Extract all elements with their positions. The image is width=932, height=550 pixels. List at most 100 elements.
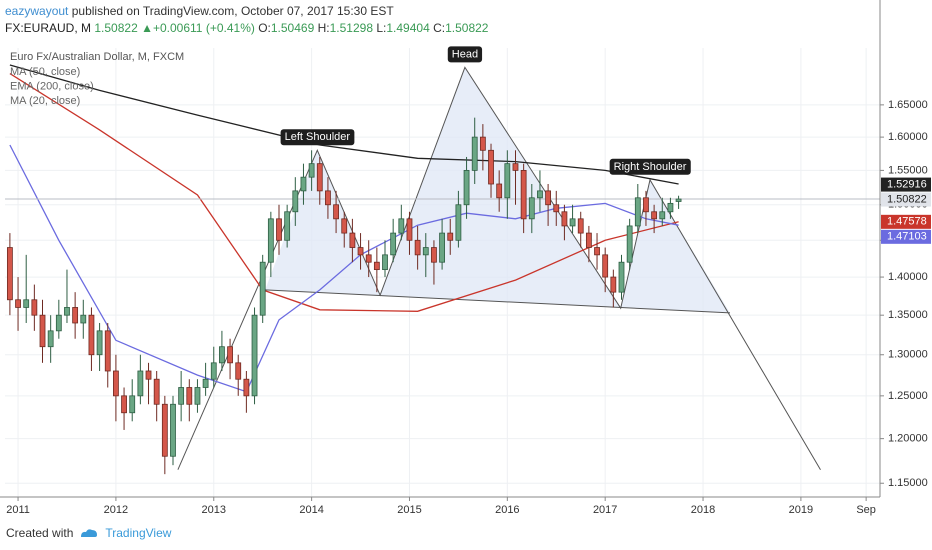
x-tick-label: 2016 — [495, 504, 519, 516]
candle-body — [406, 218, 413, 241]
brand[interactable]: TradingView — [105, 526, 172, 540]
candle-body — [528, 197, 535, 220]
pattern-line — [177, 66, 821, 470]
candle-body — [373, 261, 380, 271]
candle-body — [15, 299, 21, 308]
close-label: C: — [433, 21, 446, 35]
x-tick-label: 2012 — [104, 504, 128, 516]
y-tick-label: 1.35000 — [888, 309, 928, 321]
candle-body — [504, 163, 511, 199]
candle-body — [357, 247, 364, 256]
x-tick-label: 2015 — [397, 504, 421, 516]
y-tick-label: 1.30000 — [888, 349, 928, 361]
legend-entry: MA (50, close) — [10, 66, 80, 78]
logo[interactable] — [79, 527, 99, 539]
candle-body — [651, 211, 658, 220]
candle-body — [210, 362, 217, 380]
price-tag — [881, 192, 931, 207]
price-tag-label: 1.50822 — [887, 193, 927, 205]
candle-body — [64, 307, 70, 316]
candle-body — [447, 232, 454, 241]
candle-body — [602, 254, 609, 278]
candle-body — [235, 362, 242, 380]
author[interactable]: eazywayout — [5, 4, 69, 18]
candle-body — [267, 218, 274, 263]
candle-body — [626, 225, 633, 263]
candle-body — [349, 232, 356, 248]
candle-body — [31, 299, 38, 316]
candle-body — [145, 370, 152, 380]
candle-body — [243, 378, 250, 397]
candle-body — [276, 218, 282, 241]
candle-body — [194, 387, 201, 405]
candle-body — [585, 232, 592, 248]
y-tick-label: 1.25000 — [888, 390, 928, 402]
candle-body — [259, 261, 266, 316]
candle-body — [227, 346, 233, 364]
candle-body — [382, 254, 388, 271]
candle-body — [284, 211, 291, 241]
price-tag — [881, 214, 931, 229]
x-tick-label: 2018 — [691, 504, 715, 516]
candle-body — [186, 387, 193, 405]
candle-body — [161, 403, 168, 457]
candle-body — [537, 190, 543, 199]
candle-body — [439, 232, 445, 263]
low: 1.49404 — [386, 21, 430, 35]
candle-body — [23, 299, 30, 308]
legend-entry: EMA (200, close) — [10, 80, 94, 92]
last: 1.50822 — [94, 21, 138, 35]
candle-body — [341, 218, 348, 234]
open: 1.50469 — [270, 21, 315, 35]
high-label: H: — [317, 21, 330, 35]
candle-body — [88, 314, 95, 356]
change: +0.00611 — [152, 21, 203, 35]
pattern-label-text: Right Shoulder — [614, 161, 687, 173]
published: published on TradingView.com, October 07… — [71, 4, 394, 18]
low-label: L: — [376, 21, 387, 35]
header: eazywayout published on TradingView.com,… — [5, 3, 488, 37]
candle-body — [251, 314, 258, 397]
quote-line: FX:EURAUD, M 1.50822 ▲+0.00611 (+0.41%) … — [5, 20, 488, 37]
candle-body — [129, 395, 136, 414]
candle-body — [137, 370, 144, 397]
candle-body — [634, 197, 641, 227]
price-tag — [881, 177, 931, 192]
candle-body — [643, 197, 649, 213]
price-tag — [881, 229, 931, 244]
pattern-label: Right Shoulder — [609, 158, 691, 175]
pattern-label-box — [280, 129, 355, 146]
publish-line: eazywayout published on TradingView.com,… — [5, 3, 488, 20]
candle-body — [610, 276, 617, 293]
y-tick-label: 1.60000 — [888, 131, 928, 143]
candle-body — [104, 330, 111, 372]
candle-body — [308, 163, 315, 178]
candle-body — [333, 204, 339, 220]
candle-body — [80, 314, 87, 324]
candle-body — [55, 314, 62, 332]
candle-body — [153, 378, 160, 405]
logo-cloud — [81, 529, 98, 537]
candle-body — [496, 183, 503, 199]
high: 1.51298 — [329, 21, 373, 35]
change-pct: (+0.41%) — [205, 21, 255, 35]
pattern-label-text: Head — [452, 48, 478, 60]
candle-body — [545, 190, 552, 206]
candle-body — [471, 136, 478, 171]
legend-entry: MA (20, close) — [10, 95, 80, 107]
y-tick-label: 1.65000 — [888, 99, 928, 111]
candle-body — [414, 239, 421, 256]
candle-body — [121, 395, 127, 414]
x-tick-label: 2011 — [6, 504, 30, 516]
x-tick-label: 2014 — [299, 504, 323, 516]
pattern-label-text: Left Shoulder — [285, 131, 351, 143]
candle-body — [6, 247, 13, 301]
x-tick-label: Sep — [856, 504, 876, 516]
close: 1.50822 — [445, 21, 489, 35]
candle-body — [479, 136, 486, 151]
candle-body — [594, 247, 600, 256]
candle-body — [553, 204, 560, 213]
pattern-label: Head — [447, 46, 483, 63]
